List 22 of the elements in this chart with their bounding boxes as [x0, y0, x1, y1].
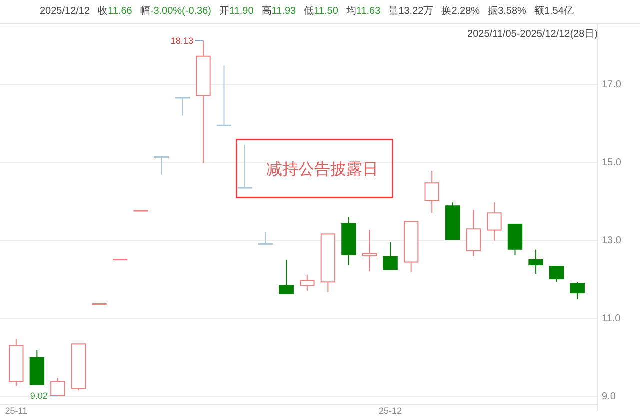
y-tick-label: 17.0 [602, 79, 622, 90]
y-tick-label: 13.0 [602, 235, 622, 246]
annotation: 9.02 [30, 391, 48, 402]
y-tick-label: 11.0 [602, 313, 622, 324]
text: 高11.93 [262, 5, 297, 17]
x-tick-label: 25-11 [5, 406, 28, 416]
text: 量13.22万 [388, 6, 434, 17]
text: 2025/12/12 [40, 6, 90, 17]
text: 低11.50 [304, 6, 339, 17]
annotation: 2025/11/05-2025/12/12(28日) [468, 29, 598, 40]
text: 幅-3.00%(-0.36) [140, 5, 212, 17]
text: 换2.28% [442, 5, 480, 17]
y-tick-label: 15.0 [602, 157, 622, 168]
annotation: 减持公告披露日 [266, 160, 379, 179]
text: 开11.90 [220, 6, 254, 17]
x-tick-label: 25-12 [379, 406, 402, 416]
annotation: 18.13 [170, 36, 194, 46]
y-tick-label: 9.0 [602, 391, 616, 402]
text: 均11.63 [345, 5, 382, 17]
text: 额1.54亿 [534, 5, 574, 17]
text: 收11.66 [98, 6, 133, 17]
text: 振3.58% [488, 5, 527, 17]
